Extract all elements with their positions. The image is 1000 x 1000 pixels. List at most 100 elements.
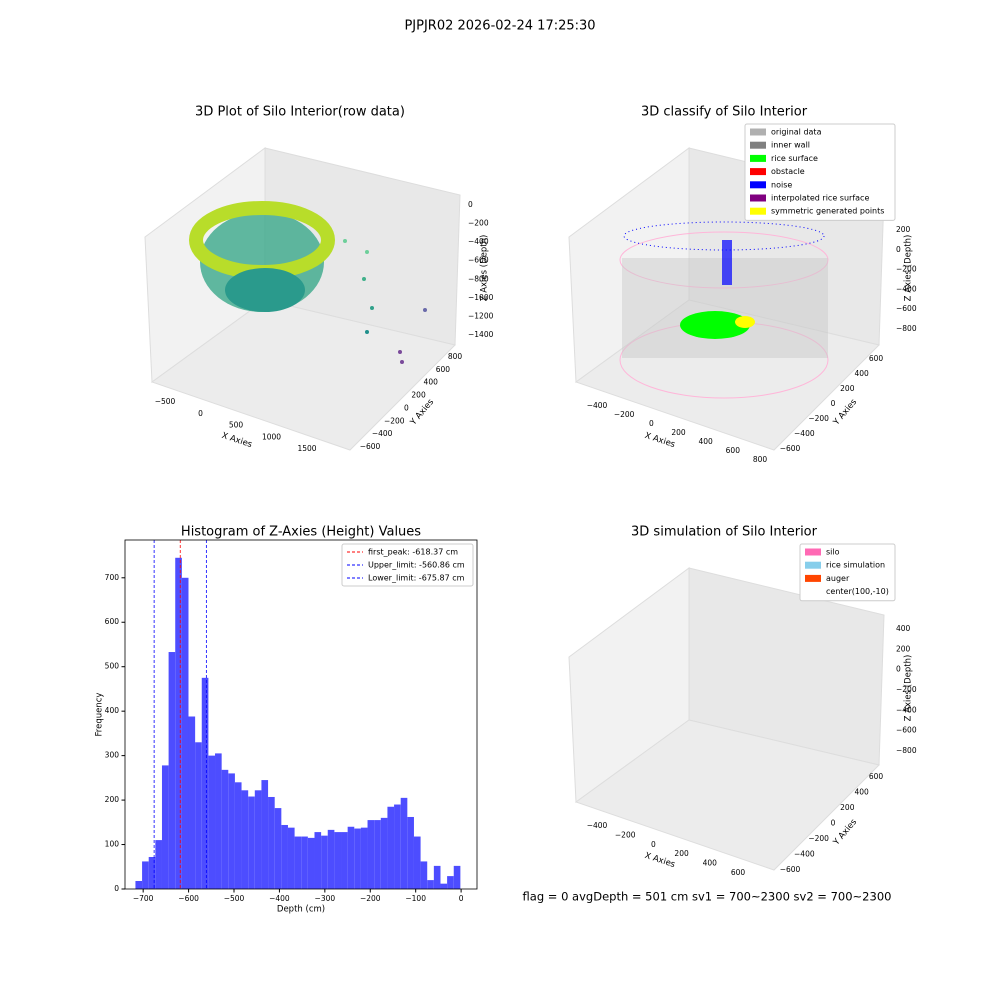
bar bbox=[155, 840, 162, 889]
z-tick-label: −800 bbox=[896, 746, 917, 755]
bar bbox=[354, 828, 361, 889]
y-tick-label: 700 bbox=[105, 573, 120, 582]
x-tick-label: 600 bbox=[731, 868, 746, 877]
x-tick-label: −500 bbox=[155, 397, 176, 406]
x-axis-label: Depth (cm) bbox=[277, 905, 325, 915]
y-tick-label: 600 bbox=[869, 772, 884, 781]
bar bbox=[433, 865, 441, 889]
z-tick-label: −400 bbox=[468, 237, 489, 246]
legend-label: auger bbox=[826, 574, 850, 583]
z-tick-label: 0 bbox=[468, 200, 473, 209]
bar bbox=[287, 827, 295, 889]
x-tick-label: −700 bbox=[133, 894, 154, 903]
bar bbox=[261, 780, 269, 889]
y-axis-label: Frequency bbox=[95, 693, 105, 737]
y-tick-label: 300 bbox=[105, 751, 120, 760]
y-tick-label: −600 bbox=[780, 865, 801, 874]
legend-label: obstacle bbox=[771, 167, 805, 176]
legend-label: Upper_limit: -560.86 cm bbox=[368, 561, 465, 570]
y-axis-label: Y Axies bbox=[408, 397, 436, 428]
legend-box bbox=[341, 543, 474, 587]
bar bbox=[148, 856, 156, 889]
bar bbox=[327, 829, 335, 889]
legend-swatch bbox=[750, 168, 766, 176]
legend-label: rice simulation bbox=[826, 561, 885, 570]
bar bbox=[274, 808, 282, 889]
bar bbox=[195, 742, 202, 889]
y-tick-label: −200 bbox=[808, 834, 829, 843]
chart-title: 3D classify of Silo Interior bbox=[641, 105, 808, 120]
bar bbox=[181, 577, 189, 889]
x-tick-label: −400 bbox=[587, 401, 608, 410]
z-tick-label: −1000 bbox=[468, 293, 494, 302]
legend-swatch bbox=[750, 194, 766, 202]
pane-floor bbox=[574, 719, 880, 871]
x-tick-label: −100 bbox=[405, 894, 426, 903]
legend-swatch bbox=[750, 207, 766, 215]
legend-swatch bbox=[805, 561, 821, 569]
bar bbox=[301, 836, 308, 889]
z-tick-label: −400 bbox=[896, 705, 917, 714]
y-tick-label: 400 bbox=[855, 369, 870, 378]
y-tick-label: 400 bbox=[424, 378, 439, 387]
bar bbox=[341, 832, 348, 889]
bar bbox=[387, 806, 395, 889]
bar bbox=[215, 753, 222, 889]
y-tick-label: 200 bbox=[411, 391, 426, 400]
bar bbox=[374, 820, 381, 889]
z-tick-label: 0 bbox=[896, 665, 901, 674]
y-tick-label: 600 bbox=[869, 354, 884, 363]
bar bbox=[400, 797, 408, 889]
bar bbox=[201, 677, 209, 889]
bar bbox=[241, 790, 249, 889]
y-tick-label: 200 bbox=[105, 795, 120, 804]
z-axis-label: Z Axies (Depth) bbox=[904, 655, 914, 722]
bar bbox=[142, 861, 149, 889]
z-tick-label: −200 bbox=[896, 685, 917, 694]
bar bbox=[314, 832, 322, 889]
bar bbox=[427, 880, 434, 889]
z-tick-label: −600 bbox=[896, 726, 917, 735]
x-tick-label: 0 bbox=[459, 894, 464, 903]
bar bbox=[248, 796, 255, 889]
x-tick-label: −200 bbox=[614, 410, 635, 419]
y-tick-label: −400 bbox=[794, 429, 815, 438]
y-tick-label: 400 bbox=[105, 706, 120, 715]
legend-label: symmetric generated points bbox=[771, 207, 884, 216]
bar bbox=[413, 836, 421, 889]
y-tick-label: −600 bbox=[780, 444, 801, 453]
legend-label: rice surface bbox=[771, 154, 818, 163]
legend-label: center(100,-10) bbox=[826, 587, 889, 596]
legend-swatch bbox=[750, 154, 766, 162]
y-tick-label: 0 bbox=[114, 884, 119, 893]
legend-label: silo bbox=[826, 548, 840, 557]
y-tick-label: −400 bbox=[372, 429, 393, 438]
bar bbox=[367, 820, 375, 889]
y-tick-label: 100 bbox=[105, 840, 120, 849]
annotation: flag = 0 avgDepth = 501 cm sv1 = 700~230… bbox=[523, 890, 892, 904]
z-tick-label: 200 bbox=[896, 225, 911, 234]
y-tick-label: 500 bbox=[105, 662, 120, 671]
x-tick-label: −200 bbox=[615, 830, 636, 839]
y-tick-label: 0 bbox=[831, 819, 836, 828]
x-tick-label: 500 bbox=[229, 421, 244, 430]
x-tick-label: 600 bbox=[726, 446, 741, 455]
z-tick-label: −200 bbox=[896, 265, 917, 274]
legend-label: noise bbox=[771, 180, 792, 189]
y-tick-label: −400 bbox=[794, 850, 815, 859]
legend-label: first_peak: -618.37 cm bbox=[368, 548, 458, 557]
y-tick-label: 0 bbox=[404, 403, 409, 412]
bar bbox=[420, 861, 428, 889]
x-tick-label: −200 bbox=[360, 894, 381, 903]
x-tick-label: 0 bbox=[651, 840, 656, 849]
bar bbox=[208, 755, 216, 889]
legend-swatch bbox=[805, 574, 821, 582]
x-tick-label: 400 bbox=[699, 437, 714, 446]
legend-swatch bbox=[750, 128, 766, 136]
legend-label: original data bbox=[771, 128, 822, 137]
plot-frame bbox=[124, 539, 478, 890]
x-tick-label: −400 bbox=[587, 821, 608, 830]
bar bbox=[321, 835, 328, 889]
x-tick-label: 1500 bbox=[297, 444, 316, 453]
